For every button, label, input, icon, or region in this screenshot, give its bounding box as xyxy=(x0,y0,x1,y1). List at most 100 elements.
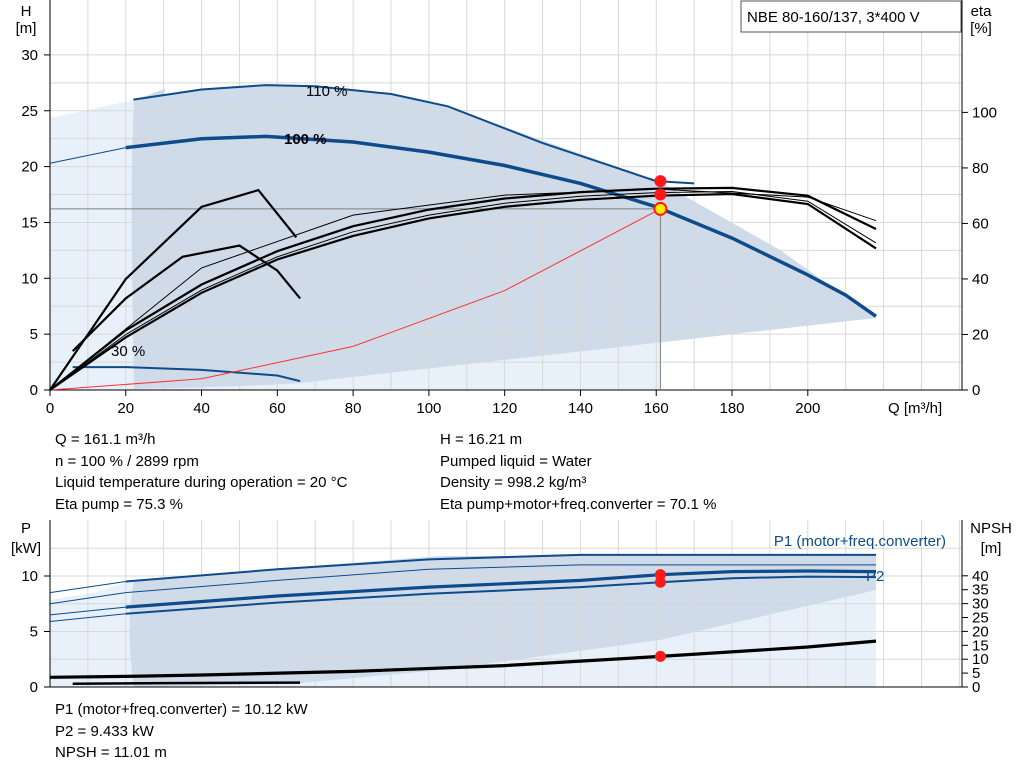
head-curve-lead xyxy=(49,147,126,164)
y-axis-label: P xyxy=(21,520,31,537)
info-bottom: P1 (motor+freq.converter) = 10.12 kW P2 … xyxy=(55,699,308,764)
x-tick-label: 140 xyxy=(568,400,593,417)
info-right-top: H = 16.21 m Pumped liquid = Water Densit… xyxy=(440,429,716,515)
y-tick-label: 0 xyxy=(30,679,38,696)
y2-axis-label: NPSH xyxy=(970,520,1012,537)
x-tick-label: 20 xyxy=(117,400,134,417)
x-tick-label: 120 xyxy=(492,400,517,417)
y-tick-label: 30 xyxy=(21,47,38,64)
info-left-top: Q = 161.1 m³/h n = 100 % / 2899 rpm Liqu… xyxy=(55,429,347,515)
y2-tick-label: 40 xyxy=(972,568,989,585)
y-tick-label: 15 xyxy=(21,214,38,231)
power-curve-lead xyxy=(49,606,126,616)
npsh-value: NPSH = 11.01 m xyxy=(55,744,167,761)
p1-value: P1 (motor+freq.converter) = 10.12 kW xyxy=(55,701,308,718)
label-30: 30 % xyxy=(111,343,145,360)
y2-axis-label: eta xyxy=(971,3,993,20)
liquid-value: Pumped liquid = Water xyxy=(440,452,592,470)
eta-total-value: Eta pump+motor+freq.converter = 70.1 % xyxy=(440,495,717,513)
head-curve xyxy=(133,84,695,185)
y2-tick-label: 0 xyxy=(972,382,980,399)
head-value: H = 16.21 m xyxy=(440,431,523,448)
x-tick-label: 200 xyxy=(795,400,820,417)
power-point xyxy=(654,576,666,588)
label-110: 110 % xyxy=(306,83,347,100)
eta-curve xyxy=(49,192,877,391)
y2-tick-label: 20 xyxy=(972,623,989,640)
power-point xyxy=(654,569,666,581)
head-curve xyxy=(125,134,878,318)
y-axis-unit: [m] xyxy=(16,20,37,37)
y2-tick-label: 0 xyxy=(972,679,980,696)
y2-tick-label: 15 xyxy=(972,637,989,654)
eta-pump-value: Eta pump = 75.3 % xyxy=(55,495,183,513)
operating-region-bottom xyxy=(129,556,876,687)
chart-title: NBE 80-160/137, 3*400 V xyxy=(747,9,920,26)
operating-point xyxy=(653,201,668,216)
power-curve xyxy=(125,553,876,583)
npsh-curve xyxy=(49,639,877,679)
label-p2: P2 xyxy=(866,568,884,585)
y2-tick-label: 80 xyxy=(972,160,989,177)
power-curve xyxy=(125,564,876,594)
p2-value: P2 = 9.433 kW xyxy=(55,722,154,740)
y2-tick-label: 30 xyxy=(972,596,989,613)
y-axis-unit: [kW] xyxy=(11,540,41,557)
power-curve-lead xyxy=(49,581,126,594)
intersection-point xyxy=(654,188,667,201)
density-value: Density = 998.2 kg/m³ xyxy=(440,474,587,491)
y2-axis-unit: [m] xyxy=(981,540,1002,557)
npsh-curve xyxy=(72,681,301,685)
label-p1: P1 (motor+freq.converter) xyxy=(774,533,946,550)
operating-region-left xyxy=(134,89,165,389)
y2-tick-label: 5 xyxy=(972,665,980,682)
power-point xyxy=(654,650,666,662)
y2-axis-unit: [%] xyxy=(970,20,992,37)
x-tick-label: 100 xyxy=(416,400,441,417)
y-tick-label: 20 xyxy=(21,159,38,176)
y2-tick-label: 100 xyxy=(972,104,997,121)
y-tick-label: 0 xyxy=(30,382,38,399)
x-axis-label: Q [m³/h] xyxy=(888,400,942,417)
operating-region-edge xyxy=(131,100,134,389)
top-chart: 0 5 10 15 20 25 30 0 20 40 60 80 100 0 20 40 60 80 100 120 1… xyxy=(16,0,997,417)
eta-curve xyxy=(49,188,298,391)
power-curve xyxy=(125,569,877,609)
head-curve xyxy=(72,366,301,383)
power-curve-lead xyxy=(49,613,126,622)
flow-value: Q = 161.1 m³/h xyxy=(55,431,156,448)
y-tick-label: 5 xyxy=(30,624,38,641)
power-curve xyxy=(125,575,877,615)
y2-tick-label: 35 xyxy=(972,582,989,599)
power-curve-lead xyxy=(49,592,126,605)
y2-tick-label: 20 xyxy=(972,326,989,343)
y-tick-label: 10 xyxy=(21,568,38,585)
system-curve xyxy=(49,208,661,391)
temperature-value: Liquid temperature during operation = 20… xyxy=(55,474,348,491)
y2-tick-label: 10 xyxy=(972,651,989,668)
y-tick-label: 5 xyxy=(30,326,38,343)
y2-tick-label: 40 xyxy=(972,271,989,288)
speed-value: n = 100 % / 2899 rpm xyxy=(55,452,199,470)
y-tick-label: 10 xyxy=(21,270,38,287)
intersection-point xyxy=(654,175,667,188)
x-tick-label: 180 xyxy=(720,400,745,417)
x-tick-label: 60 xyxy=(269,400,286,417)
x-tick-label: 160 xyxy=(644,400,669,417)
y2-tick-label: 60 xyxy=(972,215,989,232)
x-tick-label: 80 xyxy=(345,400,362,417)
y-axis-label: H xyxy=(21,3,32,20)
x-tick-label: 40 xyxy=(193,400,210,417)
grid-bottom xyxy=(49,520,962,688)
y-tick-label: 25 xyxy=(21,103,38,120)
x-tick-label: 0 xyxy=(46,400,54,417)
eta-curve xyxy=(49,190,877,391)
title-box xyxy=(740,0,962,33)
y2-tick-label: 25 xyxy=(972,610,989,627)
label-100: 100 % xyxy=(284,131,327,148)
eta-curve xyxy=(49,186,877,391)
eta-curve xyxy=(71,244,301,352)
eta-curve xyxy=(49,188,877,391)
